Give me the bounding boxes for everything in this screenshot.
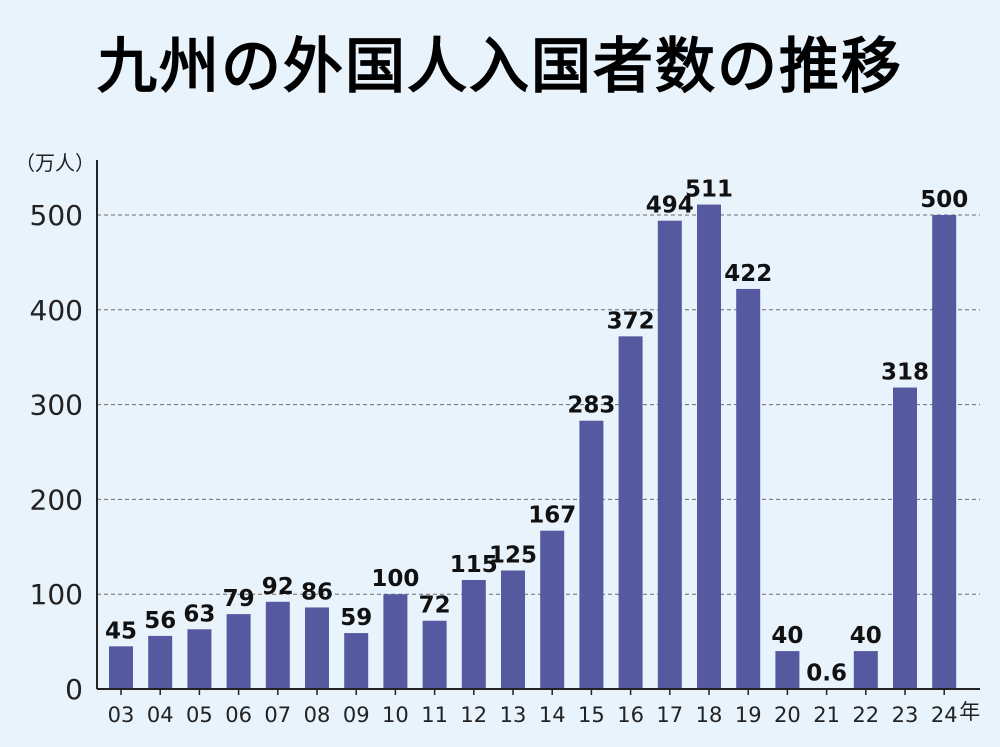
x-tick-label: 16	[617, 703, 644, 727]
bar	[265, 601, 290, 689]
x-tick-label: 20	[774, 703, 801, 727]
axes: 0 100 200 300 400 500 （万人） 03 04 05 06 07 08 09 10 11 12…	[15, 151, 980, 727]
bar-value-label: 40	[771, 623, 803, 649]
x-tick-label: 22	[852, 703, 879, 727]
bar	[422, 620, 447, 689]
bar-value-label: 45	[105, 618, 137, 644]
bar-value-label: 125	[489, 543, 537, 569]
bar-value-label: 283	[567, 393, 615, 419]
bar	[697, 204, 721, 689]
bar-value-label: 92	[262, 574, 294, 600]
y-tick-label: 500	[30, 199, 83, 232]
bar-value-label: 100	[371, 566, 419, 592]
bar	[344, 633, 369, 689]
x-tick-label: 09	[343, 703, 370, 727]
bar	[540, 530, 565, 689]
x-tick-label: 21	[813, 703, 840, 727]
bar-value-label: 56	[144, 608, 176, 634]
bar-value-label: 500	[920, 187, 968, 213]
y-tick-label: 100	[30, 578, 83, 611]
x-tick-label: 03	[108, 703, 135, 727]
x-tick-label: 19	[735, 703, 762, 727]
y-tick-label: 300	[30, 389, 83, 422]
x-tick-label: 18	[696, 703, 723, 727]
x-tick-label: 04	[147, 703, 174, 727]
bar-value-label: 63	[183, 601, 215, 627]
x-tick-label: 23	[892, 703, 919, 727]
bar	[893, 387, 917, 689]
y-tick-label: 0	[65, 673, 83, 706]
bar	[657, 220, 682, 690]
bar	[305, 607, 329, 689]
bar	[775, 651, 800, 689]
bars	[109, 204, 957, 690]
bar-value-label: 59	[340, 605, 372, 631]
bar	[187, 629, 212, 689]
x-tick-label: 15	[578, 703, 605, 727]
bar-value-label: 115	[450, 552, 498, 578]
x-unit-label: 年	[959, 700, 980, 724]
y-tick-label: 400	[30, 294, 83, 327]
bar-value-label: 167	[528, 503, 576, 529]
bar-value-label: 86	[301, 579, 333, 605]
x-tick-label: 17	[656, 703, 683, 727]
bar	[148, 635, 173, 689]
bar-value-label: 422	[724, 261, 772, 287]
x-tick-label: 24	[931, 703, 958, 727]
x-tick-label: 12	[460, 703, 487, 727]
bar	[109, 646, 133, 689]
x-tick-label: 08	[304, 703, 331, 727]
bar-value-label: 40	[850, 623, 882, 649]
bar-value-label: 494	[646, 193, 694, 219]
bar-value-label: 72	[419, 593, 451, 619]
x-tick-label: 06	[225, 703, 252, 727]
grid-lines	[97, 214, 980, 595]
bar-value-label: 372	[607, 308, 655, 334]
y-tick-label: 200	[30, 483, 83, 516]
bar-value-label: 318	[881, 360, 929, 386]
bar-value-label: 0.6	[806, 660, 847, 686]
x-tick-label: 10	[382, 703, 409, 727]
bar	[383, 594, 408, 689]
y-unit-label: （万人）	[15, 151, 95, 175]
bar-value-label: 511	[685, 177, 733, 203]
bar	[501, 570, 525, 689]
bar	[853, 651, 878, 689]
x-tick-label: 14	[539, 703, 566, 727]
x-tick-label: 11	[421, 703, 448, 727]
bar	[226, 614, 251, 689]
x-tick-label: 13	[500, 703, 527, 727]
bar	[932, 215, 957, 689]
x-tick-label: 05	[186, 703, 213, 727]
bar	[618, 336, 643, 689]
bar	[736, 288, 761, 689]
bar	[461, 579, 486, 689]
bar-value-label: 79	[223, 586, 255, 612]
x-tick-label: 07	[264, 703, 291, 727]
chart-title: 九州の外国人入国者数の推移	[97, 32, 903, 102]
bar	[579, 420, 604, 689]
